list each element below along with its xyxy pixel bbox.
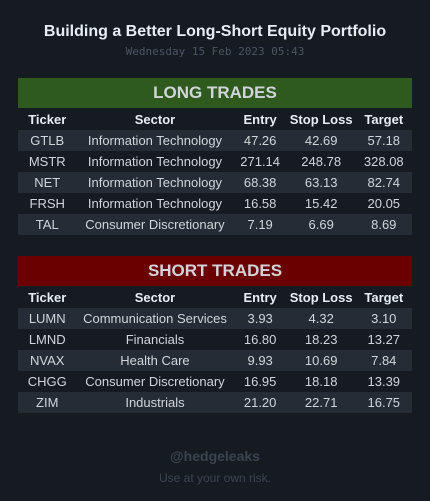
footer-disclaimer: Use at your own risk. [158, 471, 272, 485]
cell-sector: Information Technology [76, 193, 234, 214]
cell-target: 82.74 [355, 172, 412, 193]
table-header-row: Ticker Sector Entry Stop Loss Target [18, 286, 412, 308]
table-row: CHGG Consumer Discretionary 16.95 18.18 13.3… [18, 371, 412, 392]
cell-ticker: ZIM [18, 392, 77, 413]
col-header-entry: Entry [243, 289, 277, 305]
cell-target: 57.18 [355, 130, 412, 151]
cell-ticker: TAL [18, 214, 77, 235]
cell-target: 13.39 [355, 371, 412, 392]
long-trades-banner: LONG TRADES [18, 78, 412, 108]
cell-stop-loss: 15.42 [286, 193, 356, 214]
short-trades-section: SHORT TRADES Ticker Sector Entry Stop Lo… [18, 256, 412, 413]
cell-target: 20.05 [355, 193, 412, 214]
cell-target: 7.84 [355, 350, 412, 371]
col-header-ticker: Ticker [28, 111, 67, 127]
cell-sector: Information Technology [76, 151, 234, 172]
cell-entry: 9.93 [233, 350, 287, 371]
cell-sector: Health Care [76, 350, 234, 371]
cell-stop-loss: 22.71 [286, 392, 356, 413]
cell-entry: 3.93 [233, 308, 287, 329]
cell-target: 13.27 [355, 329, 412, 350]
table-row: MSTR Information Technology 271.14 248.78 32… [18, 151, 412, 172]
col-header-target: Target [364, 289, 404, 305]
short-trades-table: Ticker Sector Entry Stop Loss Target LUM… [18, 286, 412, 413]
cell-sector: Consumer Discretionary [76, 214, 234, 235]
cell-sector: Information Technology [76, 172, 234, 193]
cell-stop-loss: 42.69 [286, 130, 356, 151]
col-header-stop-loss: Stop Loss [289, 111, 353, 127]
cell-stop-loss: 248.78 [286, 151, 356, 172]
cell-stop-loss: 18.23 [286, 329, 356, 350]
cell-sector: Industrials [76, 392, 234, 413]
cell-stop-loss: 18.18 [286, 371, 356, 392]
cell-entry: 271.14 [233, 151, 287, 172]
table-row: LMND Financials 16.80 18.23 13.27 [18, 329, 412, 350]
cell-ticker: CHGG [18, 371, 77, 392]
cell-ticker: MSTR [18, 151, 77, 172]
cell-stop-loss: 10.69 [286, 350, 356, 371]
cell-entry: 16.58 [233, 193, 287, 214]
col-header-ticker: Ticker [28, 289, 67, 305]
page-title: Building a Better Long-Short Equity Port… [43, 23, 387, 40]
table-row: NET Information Technology 68.38 63.13 82.74 [18, 172, 412, 193]
col-header-target: Target [364, 111, 404, 127]
long-trades-table: Ticker Sector Entry Stop Loss Target GTL… [18, 108, 412, 235]
table-row: TAL Consumer Discretionary 7.19 6.69 8.69 [18, 214, 412, 235]
table-row: GTLB Information Technology 47.26 42.69 57.1… [18, 130, 412, 151]
cell-target: 328.08 [355, 151, 412, 172]
table-row: FRSH Information Technology 16.58 15.42 20.0… [18, 193, 412, 214]
cell-entry: 47.26 [233, 130, 287, 151]
cell-ticker: NVAX [18, 350, 77, 371]
cell-stop-loss: 6.69 [286, 214, 356, 235]
report-date: Wednesday 15 Feb 2023 05:43 [125, 45, 305, 58]
cell-entry: 21.20 [233, 392, 287, 413]
cell-ticker: LMND [18, 329, 77, 350]
cell-entry: 16.80 [233, 329, 287, 350]
col-header-entry: Entry [243, 111, 277, 127]
cell-sector: Communication Services [76, 308, 234, 329]
cell-sector: Financials [76, 329, 234, 350]
col-header-sector: Sector [134, 111, 176, 127]
table-header-row: Ticker Sector Entry Stop Loss Target [18, 108, 412, 130]
cell-entry: 68.38 [233, 172, 287, 193]
cell-sector: Information Technology [76, 130, 234, 151]
cell-ticker: LUMN [18, 308, 77, 329]
cell-target: 8.69 [355, 214, 412, 235]
table-row: NVAX Health Care 9.93 10.69 7.84 [18, 350, 412, 371]
cell-entry: 7.19 [233, 214, 287, 235]
table-row: LUMN Communication Services 3.93 4.32 3.10 [18, 308, 412, 329]
cell-sector: Consumer Discretionary [76, 371, 234, 392]
cell-target: 3.10 [355, 308, 412, 329]
cell-stop-loss: 4.32 [286, 308, 356, 329]
long-trades-section: LONG TRADES Ticker Sector Entry Stop Los… [18, 78, 412, 235]
col-header-stop-loss: Stop Loss [289, 289, 353, 305]
cell-target: 16.75 [355, 392, 412, 413]
table-row: ZIM Industrials 21.20 22.71 16.75 [18, 392, 412, 413]
cell-ticker: FRSH [18, 193, 77, 214]
cell-entry: 16.95 [233, 371, 287, 392]
footer-handle: @hedgeleaks [170, 448, 260, 464]
col-header-sector: Sector [134, 289, 176, 305]
cell-stop-loss: 63.13 [286, 172, 356, 193]
cell-ticker: GTLB [18, 130, 77, 151]
cell-ticker: NET [18, 172, 77, 193]
short-trades-banner: SHORT TRADES [18, 256, 412, 286]
